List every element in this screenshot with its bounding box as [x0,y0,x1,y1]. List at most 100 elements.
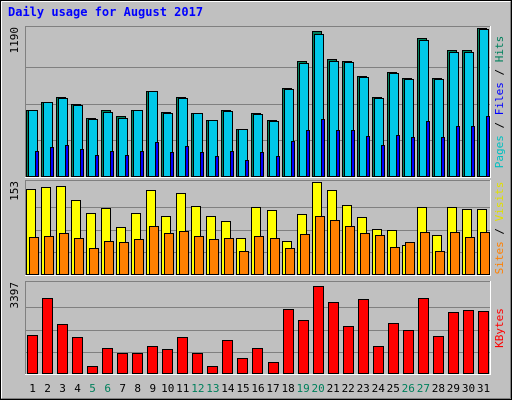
bar-middle-s2-day-17 [270,238,280,275]
bar-bottom-s1-day-19 [298,320,309,374]
bar-top-s3-day-23 [366,136,370,177]
day-label-13: 13 [206,382,219,395]
bar-top-s2-day-26 [404,79,414,177]
bar-top-s2-day-16 [253,114,263,177]
bar-top-s2-day-13 [208,120,218,177]
panel-bottom-legend-part-0: KBytes [493,308,506,348]
bar-middle-s2-day-25 [390,247,400,275]
bar-top-s2-day-24 [374,98,384,177]
bar-top-s3-day-28 [441,137,445,177]
bar-top-s2-day-23 [359,77,369,177]
bar-bottom-s1-day-18 [283,309,294,374]
chart-panels: 1190 Pages / Files / Hits 153 Sites / Visit… [8,26,506,375]
panel-bottom: 3397 KBytes [8,281,506,375]
bar-middle-s2-day-28 [435,251,445,275]
bar-top-s3-day-27 [426,121,430,177]
day-label-30: 30 [462,382,475,395]
bar-top-s3-day-15 [245,160,249,177]
bar-middle-s2-day-29 [450,232,460,275]
bar-middle-s2-day-7 [119,242,129,275]
bar-top-s2-day-10 [163,113,173,177]
bar-middle-s2-day-23 [360,233,370,275]
bar-bottom-s1-day-6 [102,348,113,374]
bar-top-s3-day-1 [35,151,39,177]
bar-top-s2-day-9 [148,91,158,177]
bar-middle-s2-day-26 [405,242,415,275]
bar-top-s3-day-30 [471,126,475,177]
bar-top-s2-day-29 [449,52,459,177]
bar-middle-s2-day-22 [345,226,355,275]
bar-bottom-s1-day-4 [72,337,83,374]
bar-top-s2-day-21 [329,61,339,177]
bar-middle-s2-day-9 [149,226,159,275]
bar-bottom-s1-day-8 [132,353,143,374]
bar-bottom-s1-day-29 [448,312,459,374]
bar-middle-s2-day-24 [375,235,385,275]
bar-bottom-s1-day-15 [237,358,248,374]
bar-middle-s2-day-27 [420,232,430,275]
bar-bottom-s1-day-14 [222,340,233,374]
chart-title: Daily usage for August 2017 [8,5,203,19]
panel-top-legend-part-4: Hits [493,36,506,63]
day-label-31: 31 [477,382,490,395]
bar-top-s2-day-22 [344,62,354,177]
panel-top-legend: Pages / Files / Hits [493,36,506,169]
panel-top: 1190 Pages / Files / Hits [8,26,506,178]
day-label-6: 6 [104,382,111,395]
day-axis: 1 2 3 4 5 6 7 8 9 10 11 12 13 14 15 16 17 18 19 20 21 22 23 24 2… [29,382,490,395]
bar-bottom-s1-day-20 [313,286,324,374]
bar-bottom-s1-day-5 [87,366,98,374]
panel-middle: 153 Sites / Visits [8,180,506,276]
bar-middle-s2-day-30 [465,237,475,275]
bar-top-s3-day-19 [306,130,310,177]
bar-middle-s2-day-12 [194,236,204,275]
bar-bottom-s1-day-24 [373,346,384,374]
day-label-4: 4 [74,382,81,395]
day-label-8: 8 [134,382,141,395]
bar-bottom-s1-day-25 [388,323,399,374]
panel-middle-legend-part-1: / [493,221,506,241]
bar-bottom-s1-day-9 [147,346,158,374]
bar-top-s3-day-3 [65,145,69,177]
day-label-20: 20 [311,382,324,395]
bar-top-s3-day-5 [95,155,99,177]
day-label-10: 10 [161,382,174,395]
bar-bottom-s1-day-22 [343,326,354,374]
bar-middle-s2-day-19 [300,234,310,275]
bar-top-s3-day-26 [411,137,415,177]
bar-bottom-s1-day-1 [27,335,38,374]
day-label-2: 2 [44,382,51,395]
bar-middle-s2-day-11 [179,231,189,275]
bar-middle-s2-day-14 [224,238,234,275]
bar-top-s3-day-21 [336,130,340,177]
bar-top-s3-day-9 [155,142,159,177]
bar-top-s3-day-10 [170,152,174,177]
panel-top-legend-part-1: / [493,115,506,135]
bar-top-s2-day-1 [28,110,38,177]
bar-middle-s2-day-8 [134,239,144,275]
bar-bottom-s1-day-7 [117,353,128,374]
bar-top-s3-day-6 [110,151,114,177]
bar-bottom-s1-day-12 [192,353,203,374]
bar-middle-s2-day-2 [44,236,54,275]
bar-top-s3-day-24 [381,145,385,177]
bar-top-s3-day-7 [125,155,129,177]
bar-top-s2-day-27 [419,40,429,177]
bar-top-s2-day-18 [284,89,294,177]
day-label-27: 27 [417,382,430,395]
bar-top-s2-day-2 [43,102,53,177]
bar-top-s2-day-4 [73,105,83,177]
panel-bottom-ymax-label: 3397 [8,282,21,309]
bar-bottom-s1-day-23 [358,299,369,374]
panel-middle-legend-part-0: Sites [493,241,506,274]
bar-bottom-s1-day-10 [162,349,173,374]
bar-middle-s2-day-20 [315,216,325,275]
bar-top-s3-day-22 [351,130,355,177]
bar-bottom-s1-day-31 [478,311,489,374]
bar-top-s2-day-15 [238,129,248,177]
bar-bottom-s1-day-21 [328,302,339,374]
bar-top-s2-day-14 [223,111,233,177]
day-label-12: 12 [191,382,204,395]
bar-top-s2-day-6 [103,112,113,177]
bar-top-s2-day-19 [299,63,309,177]
